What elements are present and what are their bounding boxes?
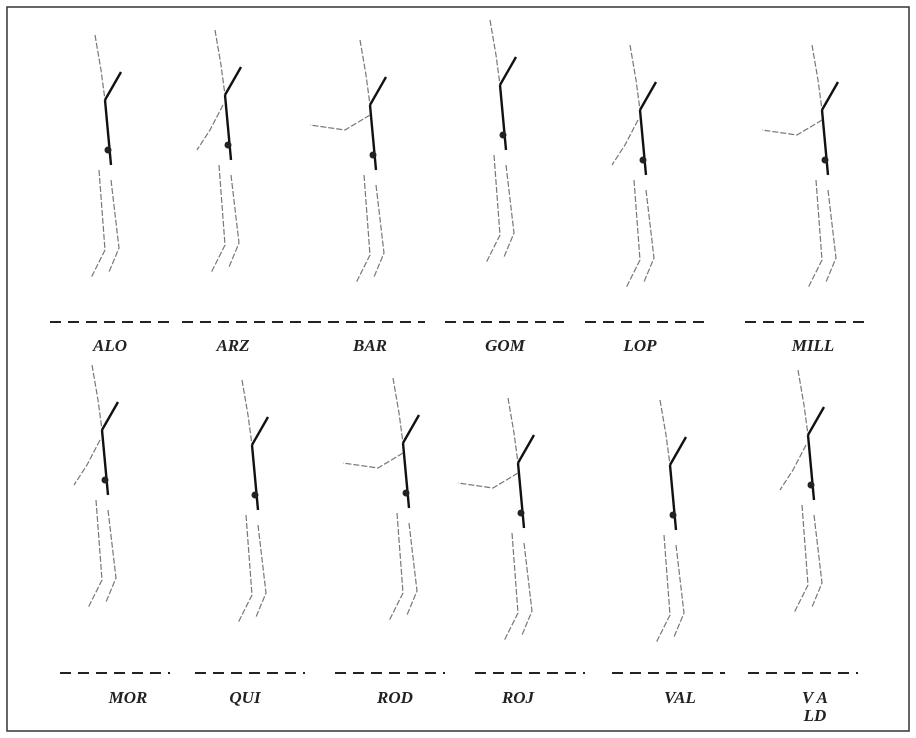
- leg-trace: [91, 170, 105, 278]
- trunk: [500, 85, 506, 150]
- panel-label: LOP: [622, 336, 657, 355]
- leg-trace: [826, 190, 836, 282]
- hip-marker: [822, 157, 829, 164]
- trunk: [518, 463, 524, 528]
- panel-label: MOR: [108, 688, 148, 707]
- arm: [640, 82, 656, 110]
- figure: ALO ARZ BAR GOM LOP MILL MOR QUI ROD ROJ VAL V ALD: [0, 0, 916, 738]
- leg-trace: [626, 180, 640, 288]
- arm: [500, 57, 516, 85]
- hip-marker: [225, 142, 232, 149]
- hip-marker: [500, 132, 507, 139]
- panel-label: ROD: [376, 688, 413, 707]
- leg-trace: [794, 505, 808, 613]
- leg-trace: [504, 533, 518, 641]
- arm: [252, 417, 268, 445]
- trunk: [105, 100, 111, 165]
- leg-trace: [374, 185, 384, 277]
- leg-trace: [674, 545, 684, 637]
- panel-label: ARZ: [215, 336, 249, 355]
- arm: [370, 77, 386, 105]
- leg-trace: [808, 180, 822, 288]
- torso-trace: [215, 30, 225, 95]
- trunk: [225, 95, 231, 160]
- arm-trace: [343, 453, 403, 468]
- arm: [518, 435, 534, 463]
- leg-trace: [238, 515, 252, 623]
- hip-marker: [370, 152, 377, 159]
- arm: [102, 402, 118, 430]
- panel-label: BAR: [352, 336, 387, 355]
- panel-label: V A: [802, 688, 828, 707]
- leg-trace: [644, 190, 654, 282]
- panel-label: VAL: [664, 688, 696, 707]
- torso-trace: [393, 378, 403, 443]
- leg-trace: [88, 500, 102, 608]
- torso-trace: [360, 40, 370, 105]
- leg-trace: [211, 165, 225, 273]
- trunk: [102, 430, 108, 495]
- leg-trace: [256, 525, 266, 617]
- torso-trace: [508, 398, 518, 463]
- hip-marker: [518, 510, 525, 517]
- arm-trace: [612, 120, 638, 165]
- arm: [808, 407, 824, 435]
- arm: [105, 72, 121, 100]
- leg-trace: [229, 175, 239, 267]
- hip-marker: [252, 492, 259, 499]
- torso-trace: [660, 400, 670, 465]
- arm: [403, 415, 419, 443]
- trunk: [403, 443, 409, 508]
- leg-trace: [109, 180, 119, 272]
- hip-marker: [105, 147, 112, 154]
- arm-trace: [197, 105, 223, 150]
- leg-trace: [356, 175, 370, 283]
- trunk: [640, 110, 646, 175]
- arm-trace: [762, 120, 822, 135]
- arm-trace: [780, 445, 806, 490]
- leg-trace: [656, 535, 670, 643]
- hip-marker: [808, 482, 815, 489]
- hip-marker: [403, 490, 410, 497]
- torso-trace: [798, 370, 808, 435]
- panel-label: MILL: [791, 336, 835, 355]
- arm: [670, 437, 686, 465]
- leg-trace: [812, 515, 822, 607]
- leg-trace: [486, 155, 500, 263]
- trunk: [808, 435, 814, 500]
- leg-trace: [504, 165, 514, 257]
- torso-trace: [242, 380, 252, 445]
- leg-trace: [106, 510, 116, 602]
- arm-trace: [310, 115, 370, 130]
- torso-trace: [630, 45, 640, 110]
- trunk: [822, 110, 828, 175]
- hip-marker: [670, 512, 677, 519]
- leg-trace: [407, 523, 417, 615]
- leg-trace: [522, 543, 532, 635]
- torso-trace: [95, 35, 105, 100]
- arm: [822, 82, 838, 110]
- arm-trace: [74, 440, 100, 485]
- panel-label: QUI: [229, 688, 262, 707]
- frame: [7, 7, 909, 731]
- trunk: [370, 105, 376, 170]
- panel-label: LD: [803, 706, 827, 725]
- trunk: [252, 445, 258, 510]
- leg-trace: [389, 513, 403, 621]
- arm-trace: [458, 473, 518, 488]
- panel-label: GOM: [485, 336, 526, 355]
- hip-marker: [102, 477, 109, 484]
- torso-trace: [490, 20, 500, 85]
- panel-label: ROJ: [501, 688, 535, 707]
- torso-trace: [92, 365, 102, 430]
- arm: [225, 67, 241, 95]
- torso-trace: [812, 45, 822, 110]
- trunk: [670, 465, 676, 530]
- hip-marker: [640, 157, 647, 164]
- panel-label: ALO: [92, 336, 127, 355]
